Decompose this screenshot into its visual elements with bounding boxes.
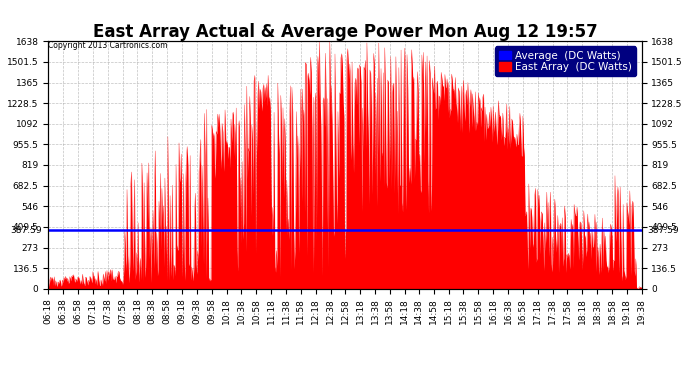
Title: East Array Actual & Average Power Mon Aug 12 19:57: East Array Actual & Average Power Mon Au…	[92, 23, 598, 41]
Text: Copyright 2013 Cartronics.com: Copyright 2013 Cartronics.com	[48, 41, 168, 50]
Text: 387.59: 387.59	[11, 226, 42, 235]
Text: 387.59: 387.59	[648, 226, 679, 235]
Legend: Average  (DC Watts), East Array  (DC Watts): Average (DC Watts), East Array (DC Watts…	[495, 46, 636, 76]
